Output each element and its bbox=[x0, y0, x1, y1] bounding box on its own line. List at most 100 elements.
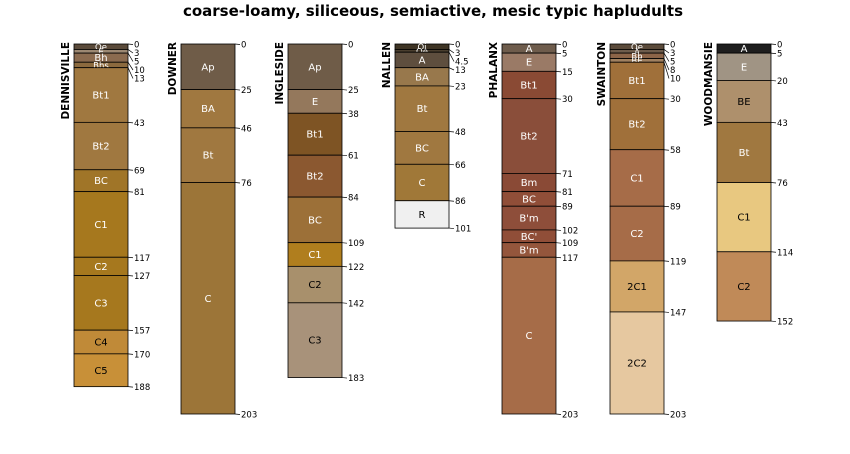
horizon-woodmansie-5 bbox=[716, 251, 772, 322]
horizon-label: A bbox=[526, 44, 533, 55]
horizon-dennisville-4 bbox=[73, 67, 129, 123]
horizon-label: B'm bbox=[519, 245, 538, 256]
depth-tick bbox=[448, 85, 455, 87]
horizon-swainton-6 bbox=[609, 149, 665, 207]
depth-label: 48 bbox=[455, 128, 466, 138]
horizon-label: Oi bbox=[417, 43, 426, 53]
depth-label: 5 bbox=[562, 50, 567, 60]
depth-label: 117 bbox=[134, 254, 150, 264]
profile-name: INGLESIDE bbox=[274, 42, 286, 105]
horizon-woodmansie-4 bbox=[716, 182, 772, 253]
depth-tick bbox=[127, 191, 134, 193]
horizon-label: E bbox=[526, 58, 532, 69]
depth-label: 170 bbox=[134, 350, 150, 360]
depth-tick bbox=[770, 52, 777, 54]
horizon-label: C1 bbox=[737, 213, 750, 224]
depth-tick bbox=[448, 200, 455, 202]
horizon-dennisville-7 bbox=[73, 191, 129, 258]
depth-label: 20 bbox=[777, 77, 788, 87]
depth-label: 86 bbox=[455, 197, 466, 207]
depth-label: 147 bbox=[670, 308, 686, 318]
depth-tick bbox=[341, 377, 348, 379]
horizon-downer-2 bbox=[180, 127, 236, 183]
horizon-phalanx-9 bbox=[501, 256, 557, 415]
horizon-phalanx-2 bbox=[501, 70, 557, 100]
depth-label: 142 bbox=[348, 299, 364, 309]
horizon-swainton-4 bbox=[609, 61, 665, 100]
depth-tick bbox=[127, 67, 134, 79]
horizon-label: BC' bbox=[521, 232, 537, 243]
profile-name: DOWNER bbox=[167, 42, 179, 95]
depth-label: 0 bbox=[241, 41, 246, 51]
depth-tick bbox=[127, 49, 134, 54]
horizon-nallen-7 bbox=[394, 200, 450, 229]
horizon-label: C1 bbox=[630, 173, 643, 184]
horizon-swainton-9 bbox=[609, 311, 665, 415]
depth-label: 127 bbox=[134, 272, 150, 282]
depth-label: 117 bbox=[562, 254, 578, 264]
depth-label: 89 bbox=[670, 203, 681, 213]
depth-label: 8 bbox=[670, 66, 675, 76]
depth-label: 188 bbox=[134, 383, 150, 393]
depth-tick bbox=[341, 89, 348, 91]
depth-label: 46 bbox=[241, 124, 252, 134]
depth-tick bbox=[555, 242, 562, 244]
depth-label: 58 bbox=[670, 146, 681, 156]
horizon-swainton-8 bbox=[609, 260, 665, 313]
depth-tick bbox=[127, 122, 134, 124]
horizon-label: BC bbox=[308, 215, 322, 226]
depth-label: 76 bbox=[241, 179, 252, 189]
depth-tick bbox=[234, 182, 241, 184]
horizon-phalanx-3 bbox=[501, 98, 557, 174]
depth-label: 0 bbox=[348, 41, 353, 51]
depth-tick bbox=[770, 80, 777, 82]
depth-tick bbox=[663, 205, 670, 208]
depth-tick bbox=[234, 127, 241, 129]
horizon-label: Bt bbox=[203, 151, 214, 162]
depth-tick bbox=[341, 242, 348, 244]
depth-label: 76 bbox=[777, 179, 788, 189]
depth-tick bbox=[127, 353, 134, 355]
depth-label: 43 bbox=[777, 119, 788, 129]
horizon-label: C5 bbox=[94, 366, 107, 377]
depth-label: 5 bbox=[777, 50, 782, 60]
horizon-ingleside-4 bbox=[287, 196, 343, 244]
horizon-ingleside-6 bbox=[287, 265, 343, 304]
depth-tick bbox=[770, 251, 777, 253]
horizon-label: Oe bbox=[631, 43, 643, 53]
depth-label: 5 bbox=[134, 58, 139, 68]
horizon-downer-3 bbox=[180, 182, 236, 415]
horizon-label: Bt1 bbox=[628, 76, 645, 87]
horizon-label: Bt2 bbox=[306, 172, 323, 183]
depth-tick bbox=[663, 311, 670, 313]
horizon-downer-0 bbox=[180, 43, 236, 90]
horizon-dennisville-11 bbox=[73, 353, 129, 388]
horizon-label: Bh bbox=[631, 52, 642, 62]
depth-tick bbox=[448, 67, 455, 71]
depth-label: 5 bbox=[670, 58, 675, 68]
depth-tick bbox=[341, 266, 348, 268]
depth-tick bbox=[341, 196, 348, 198]
depth-tick bbox=[448, 52, 455, 62]
depth-tick bbox=[663, 260, 670, 262]
depth-tick bbox=[770, 122, 777, 124]
depth-tick bbox=[555, 229, 562, 231]
depth-tick bbox=[555, 205, 562, 208]
depth-tick bbox=[448, 49, 455, 54]
horizon-label: Bt1 bbox=[306, 130, 323, 141]
depth-label: 114 bbox=[777, 248, 793, 258]
horizon-label: A bbox=[419, 55, 426, 66]
depth-label: 81 bbox=[134, 188, 145, 198]
depth-tick bbox=[341, 112, 348, 115]
profile-name: WOODMANSIE bbox=[703, 42, 715, 126]
depth-label: 109 bbox=[562, 239, 578, 249]
horizon-label: Oe bbox=[95, 43, 107, 53]
horizon-label: Bh bbox=[94, 53, 107, 64]
depth-tick bbox=[127, 256, 134, 259]
horizon-ingleside-3 bbox=[287, 154, 343, 198]
depth-label: 10 bbox=[134, 66, 145, 76]
horizon-label: C bbox=[205, 294, 212, 305]
depth-tick bbox=[448, 163, 455, 166]
